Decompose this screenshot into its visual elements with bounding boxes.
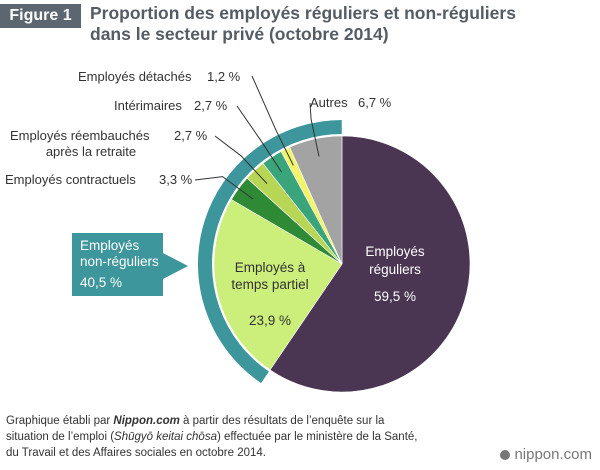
group-label-line2: non-réguliers [80, 254, 159, 269]
value-others: 6,7 % [358, 95, 392, 110]
chart-title: Proportion des employés réguliers et non… [90, 3, 590, 45]
leader-line-4 [236, 105, 283, 173]
label-contract: Employés contractuels [5, 172, 136, 187]
slice-label-parttime-line1: Employés à [235, 260, 306, 275]
label-rehired-line1: Employés réembauchés [10, 128, 150, 143]
value-contract: 3,3 % [159, 172, 193, 187]
label-others: Autres [310, 95, 348, 110]
footer-source-note: Graphique établi par Nippon.com à partir… [6, 413, 466, 461]
pie-chart: Employés réguliers 59,5 % Employés à tem… [5, 69, 471, 393]
chart-title-line2: dans le secteur privé (octobre 2014) [90, 24, 389, 44]
brand-text: nippon.com [514, 446, 592, 463]
footer-source-name: Nippon.com [113, 415, 180, 427]
chart-title-line1: Proportion des employés réguliers et non… [90, 3, 516, 23]
value-detached: 1,2 % [207, 69, 241, 84]
slice-label-regular-line2: réguliers [369, 262, 421, 277]
slice-label-regular-line1: Employés [365, 244, 425, 259]
footer-text-2: à partir des résultats de l’enquête sur … [179, 415, 385, 427]
pie-slice-0 [269, 135, 471, 393]
non-regular-group-ring [198, 120, 342, 384]
pie-slice-1 [213, 199, 343, 371]
leader-line-5 [251, 75, 294, 166]
value-rehired: 2,7 % [174, 128, 208, 143]
value-temp: 2,7 % [194, 98, 228, 113]
slice-value-regular: 59,5 % [374, 289, 416, 304]
label-detached: Employés détachés [78, 69, 192, 84]
group-label-line1: Employés [80, 238, 140, 253]
group-value: 40,5 % [80, 275, 122, 290]
slice-value-parttime: 23,9 % [249, 313, 291, 328]
group-callout-box [72, 233, 188, 296]
footer-text-4: ) effectuée par le ministère de la Santé… [216, 431, 418, 443]
brand-logo: nippon.com [500, 446, 592, 463]
slice-label-parttime-line2: temps partiel [231, 277, 308, 292]
footer-text-1: Graphique établi par [6, 415, 114, 427]
leader-line-3 [214, 135, 268, 184]
footer-text-5: du Travail et des Affaires sociales en o… [6, 447, 266, 459]
leader-line-6 [309, 102, 320, 157]
footer-survey-name: Shūgyō keitai chōsa [114, 431, 217, 443]
label-temp: Intérimaires [114, 98, 182, 113]
brand-dot-icon [500, 449, 511, 460]
footer-text-3: situation de l’emploi ( [6, 431, 115, 443]
leader-line-2 [194, 176, 254, 200]
label-rehired-line2: après la retraite [46, 144, 136, 159]
figure-badge: Figure 1 [0, 4, 81, 28]
